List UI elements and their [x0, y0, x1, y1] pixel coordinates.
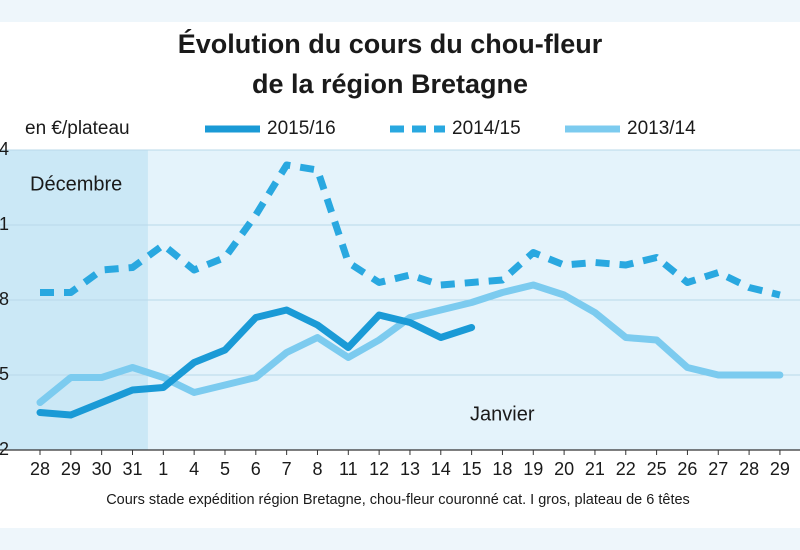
- x-tick-label: 22: [616, 459, 636, 479]
- annotation: Janvier: [470, 403, 535, 425]
- legend-label: 2014/15: [452, 118, 521, 139]
- x-tick-label: 29: [61, 459, 81, 479]
- x-tick-label: 26: [677, 459, 697, 479]
- top-band: [0, 0, 800, 22]
- y-tick-label: 5: [0, 364, 9, 384]
- x-tick-label: 27: [708, 459, 728, 479]
- series-line: [36, 281, 784, 406]
- x-tick-label: 31: [122, 459, 142, 479]
- x-tick-label: 1: [158, 459, 168, 479]
- x-tick-label: 12: [369, 459, 389, 479]
- series-line: [40, 161, 781, 299]
- footnote: Cours stade expédition région Bretagne, …: [106, 492, 690, 508]
- y-tick-label: 2: [0, 439, 9, 459]
- x-tick-label: 8: [312, 459, 322, 479]
- x-tick-label: 28: [30, 459, 50, 479]
- chart-title: Évolution du cours du chou-fleur: [178, 28, 603, 59]
- y-axis-label: en €/plateau: [25, 118, 130, 139]
- x-tick-label: 6: [251, 459, 261, 479]
- x-tick-label: 18: [492, 459, 512, 479]
- x-tick-label: 28: [739, 459, 759, 479]
- series-line: [36, 306, 476, 419]
- x-tick-label: 25: [647, 459, 667, 479]
- y-tick-label: 14: [0, 139, 9, 159]
- x-tick-label: 29: [770, 459, 790, 479]
- chart-title: de la région Bretagne: [252, 69, 528, 99]
- x-tick-label: 21: [585, 459, 605, 479]
- y-tick-label: 11: [0, 214, 9, 234]
- legend-label: 2015/16: [267, 118, 336, 139]
- x-tick-label: 20: [554, 459, 574, 479]
- bottom-band: [0, 528, 800, 550]
- x-tick-label: 13: [400, 459, 420, 479]
- annotation: Décembre: [30, 173, 122, 195]
- x-tick-label: 4: [189, 459, 199, 479]
- x-tick-label: 14: [431, 459, 451, 479]
- x-tick-label: 11: [339, 459, 358, 479]
- x-tick-label: 5: [220, 459, 230, 479]
- x-tick-label: 15: [462, 459, 482, 479]
- y-tick-label: 8: [0, 289, 9, 309]
- legend-label: 2013/14: [627, 118, 696, 139]
- x-tick-label: 7: [282, 459, 292, 479]
- x-tick-label: 19: [523, 459, 543, 479]
- x-tick-label: 30: [92, 459, 112, 479]
